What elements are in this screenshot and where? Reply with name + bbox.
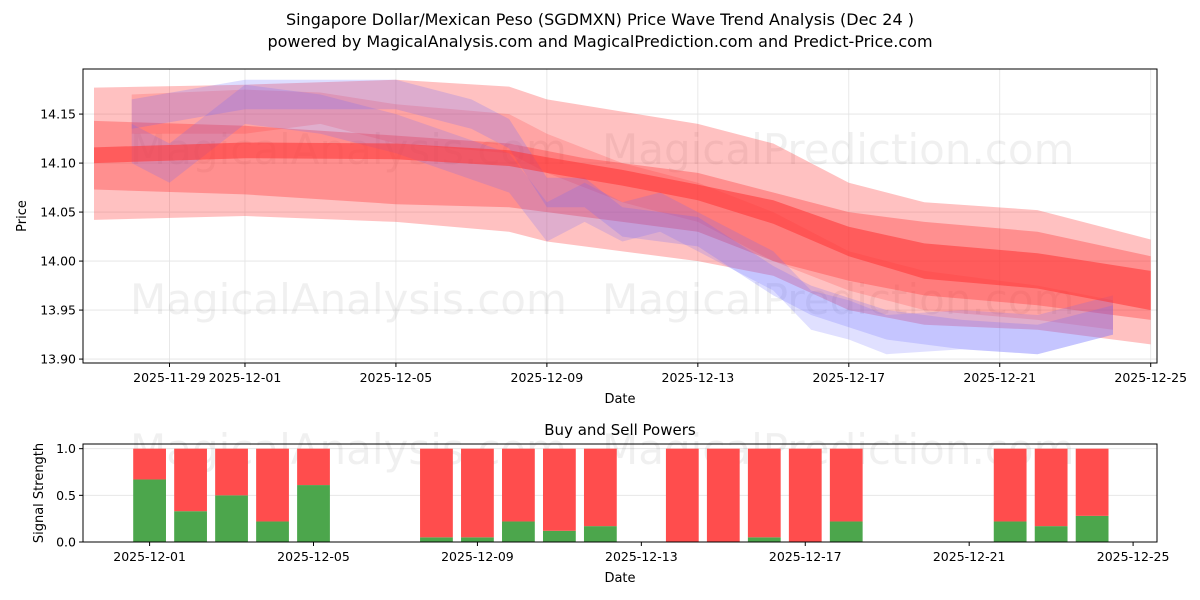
buy-bar <box>829 521 863 542</box>
buy-bar <box>542 530 576 542</box>
buy-bar <box>993 521 1027 542</box>
sell-bar <box>297 448 330 486</box>
x-tick-label: 2025-11-29 <box>133 370 206 385</box>
buy-bar <box>420 537 453 542</box>
x-tick-label: 2025-12-09 <box>511 370 584 385</box>
x-tick-label: 2025-12-01 <box>113 549 186 564</box>
sell-bar <box>420 448 453 538</box>
chart-title: Singapore Dollar/Mexican Peso (SGDMXN) P… <box>286 10 914 29</box>
x-tick-label: 2025-12-01 <box>209 370 282 385</box>
sell-bar <box>542 448 576 531</box>
wave-band-red-upper-wave <box>131 89 1113 330</box>
wave-band-blue-wave-1 <box>131 84 1113 355</box>
sell-bar <box>215 448 248 496</box>
sell-bar <box>829 448 863 522</box>
sell-bar <box>747 448 781 538</box>
sell-bar <box>706 448 740 542</box>
y-axis-label: Price <box>15 200 30 232</box>
sell-bar <box>788 448 822 542</box>
wave-band-blue-wave-2 <box>131 79 1113 355</box>
x-tick-label: 2025-12-21 <box>933 549 1006 564</box>
sell-bar <box>133 448 166 480</box>
sell-bar <box>665 448 699 542</box>
buy-bar <box>1075 515 1109 542</box>
buy-bar <box>256 521 289 542</box>
buy-bar <box>1034 526 1068 542</box>
x-tick-label: 2025-12-13 <box>662 370 735 385</box>
y-tick-label: 14.10 <box>40 156 76 171</box>
buy-bar <box>502 521 535 542</box>
y-axis-label: Signal Strength <box>32 443 47 543</box>
x-axis-label: Date <box>604 392 635 407</box>
x-tick-label: 2025-12-17 <box>812 370 885 385</box>
x-axis-label: Date <box>604 571 635 586</box>
plot-frame <box>82 443 1158 543</box>
y-tick-label: 14.00 <box>40 254 76 269</box>
x-tick-label: 2025-12-25 <box>1114 370 1187 385</box>
sell-bar <box>993 448 1027 522</box>
buy-bar <box>297 485 330 542</box>
y-tick-label: 1.0 <box>56 441 76 456</box>
buy-bar <box>583 526 617 542</box>
buy-bar <box>174 511 207 542</box>
x-tick-label: 2025-12-05 <box>277 549 350 564</box>
y-tick-label: 14.05 <box>40 205 76 220</box>
wave-band-red-core <box>94 142 1151 311</box>
x-tick-label: 2025-12-21 <box>963 370 1036 385</box>
subplot-title: Buy and Sell Powers <box>544 421 696 439</box>
x-tick-label: 2025-12-05 <box>360 370 433 385</box>
y-tick-label: 13.90 <box>40 352 76 367</box>
x-tick-label: 2025-12-09 <box>441 549 514 564</box>
sell-bar <box>1034 448 1068 527</box>
watermark: MagicalPrediction.com <box>602 125 1075 174</box>
y-tick-label: 0.0 <box>56 535 76 550</box>
sell-bar <box>502 448 535 522</box>
chart-subtitle: powered by MagicalAnalysis.com and Magic… <box>267 32 933 51</box>
x-tick-label: 2025-12-17 <box>769 549 842 564</box>
buy-bar <box>133 479 166 542</box>
sell-bar <box>461 448 494 538</box>
plot-frame <box>82 68 1158 364</box>
x-tick-label: 2025-12-13 <box>605 549 678 564</box>
y-tick-label: 13.95 <box>40 303 76 318</box>
wave-band-red-mid <box>94 120 1151 320</box>
sell-bar <box>583 448 617 527</box>
watermark: MagicalAnalysis.com <box>130 275 567 324</box>
buy-bar <box>747 537 781 542</box>
buy-bar <box>215 495 248 542</box>
x-tick-label: 2025-12-25 <box>1097 549 1170 564</box>
y-tick-label: 0.5 <box>56 488 76 503</box>
y-tick-label: 14.15 <box>40 107 76 122</box>
sell-bar <box>256 448 289 522</box>
sell-bar <box>174 448 207 512</box>
sell-bar <box>1075 448 1109 516</box>
buy-bar <box>461 537 494 542</box>
